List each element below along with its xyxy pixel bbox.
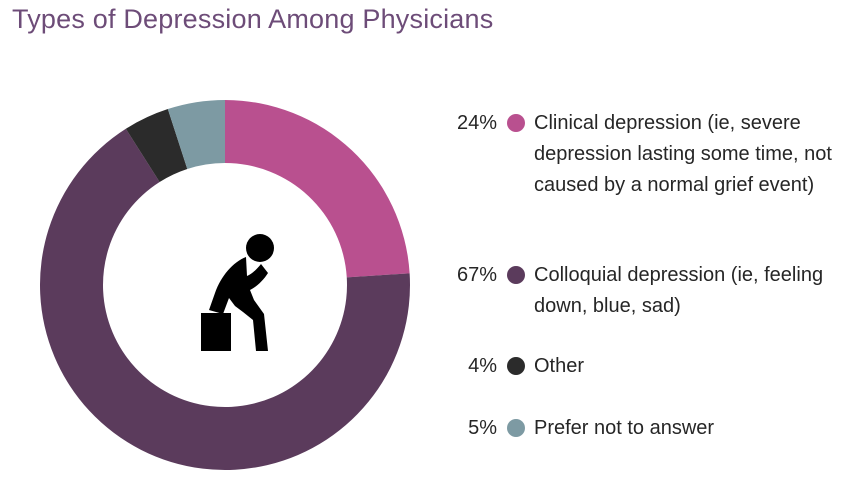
legend-pct: 67% [456, 264, 497, 286]
legend-pct: 24% [456, 112, 497, 134]
legend-item-prefer-not: 5% Prefer not to answer [440, 413, 850, 444]
donut-chart [40, 100, 411, 470]
legend-item-colloquial: 67% Colloquial depression (ie, feeling d… [440, 260, 850, 322]
slice-colloquial [40, 128, 411, 470]
legend-label: Other [534, 355, 585, 377]
slice-prefer-not [167, 100, 225, 169]
legend-dot [507, 266, 525, 284]
legend-item-clinical: 24% Clinical depression (ie, severe depr… [440, 108, 850, 201]
legend-dot [507, 357, 525, 375]
legend-item-other: 4% Other [440, 351, 850, 382]
chart-title: Types of Depression Among Physicians [12, 4, 494, 34]
legend-dot [507, 114, 525, 132]
legend-pct: 5% [468, 417, 497, 439]
donut-slices [40, 100, 411, 470]
legend-label: Prefer not to answer [534, 417, 715, 439]
legend-pct: 4% [468, 355, 497, 377]
legend: 24% Clinical depression (ie, severe depr… [440, 0, 850, 494]
legend-label: Clinical depression (ie, severe depressi… [534, 112, 832, 196]
legend-dot [507, 419, 525, 437]
slice-other [125, 109, 188, 182]
slice-clinical [225, 100, 410, 278]
thinking-person-icon [201, 234, 274, 351]
legend-label: Colloquial depression (ie, feeling down,… [534, 264, 824, 317]
